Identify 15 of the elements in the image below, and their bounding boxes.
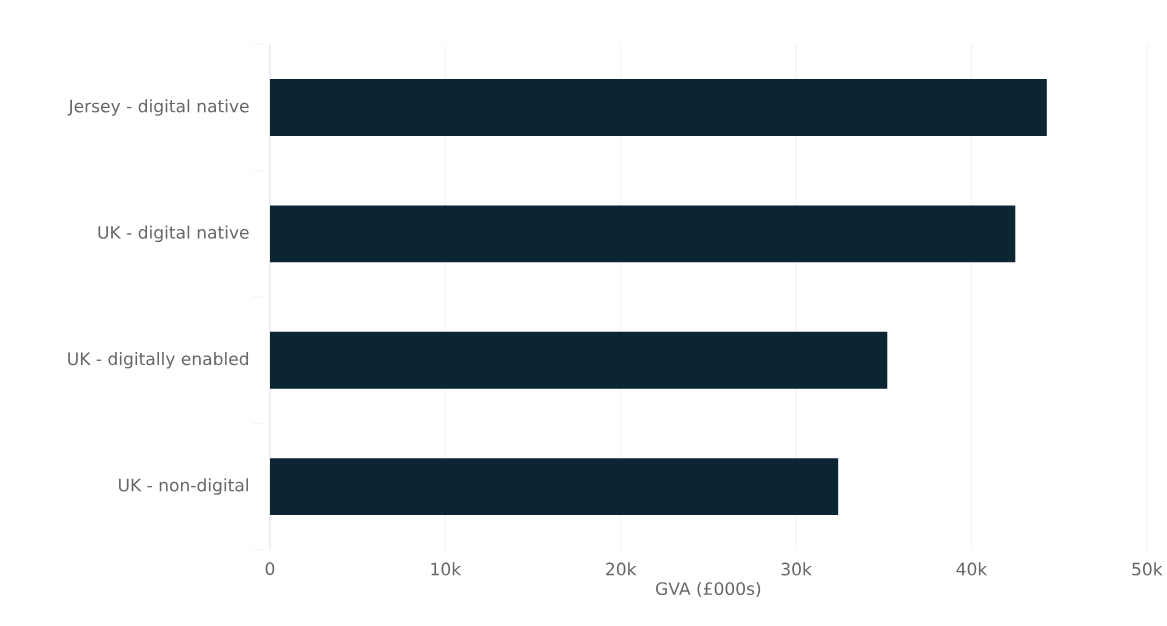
x-tick-label: 10k	[431, 562, 462, 576]
bar	[269, 331, 888, 389]
x-tick-label: 50k	[1132, 562, 1163, 576]
x-tick-label: 0	[265, 562, 275, 576]
y-tick-label: UK - digital native	[98, 225, 249, 243]
bar	[269, 458, 839, 516]
x-tick-label: 40k	[956, 562, 988, 576]
bar	[269, 205, 1016, 263]
x-tick-label: 30k	[781, 562, 812, 576]
y-tick-label: UK - non-digital	[118, 478, 248, 496]
x-axis-title: GVA (£000s)	[656, 582, 761, 598]
bar	[269, 79, 1047, 137]
y-tick-label: Jersey - digital native	[67, 99, 249, 116]
x-tick-label: 20k	[606, 562, 637, 576]
y-tick-label: UK - digitally enabled	[68, 352, 249, 369]
